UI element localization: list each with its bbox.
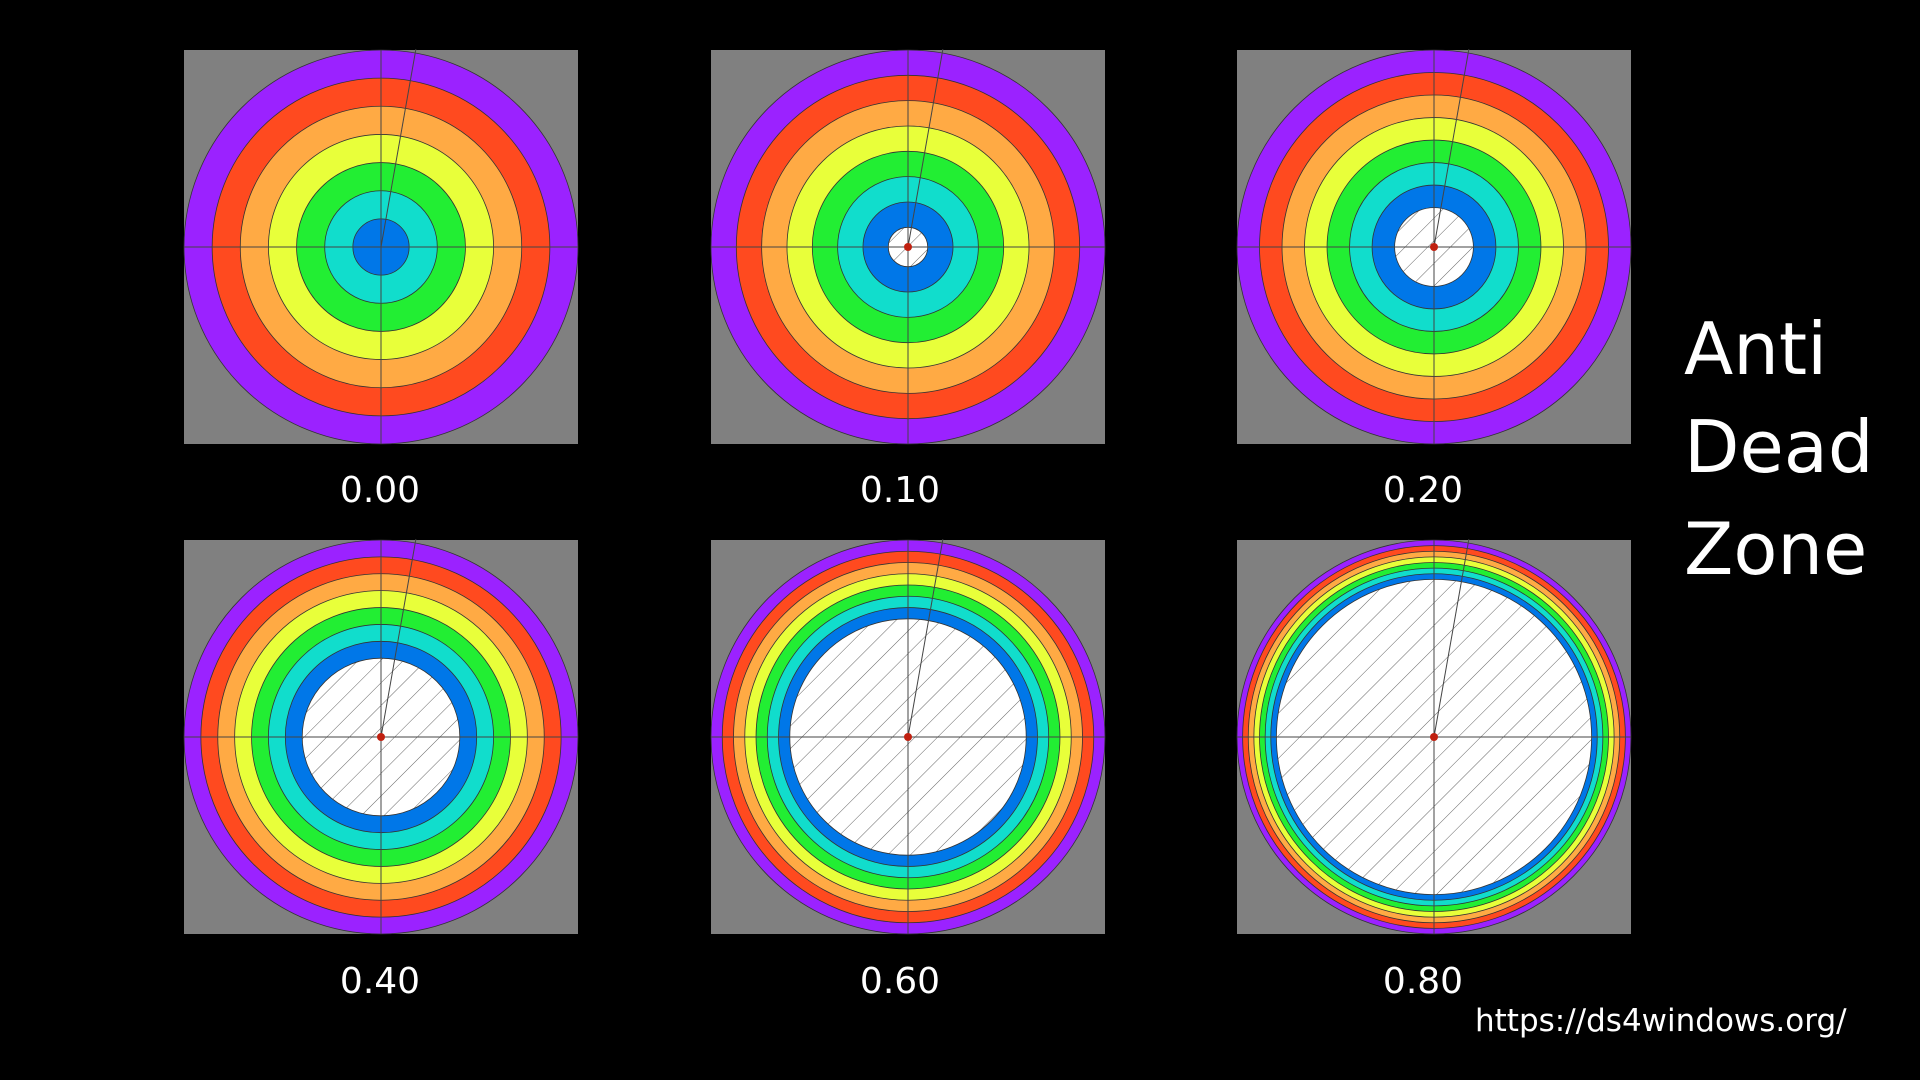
angle-line <box>1433 49 1470 248</box>
angle-line <box>380 49 417 248</box>
side-title: Anti <box>1684 307 1827 391</box>
url: https://ds4windows.org/ <box>1475 1003 1847 1039</box>
caption: 0.00 <box>340 470 420 511</box>
center-dot <box>904 243 912 251</box>
center-dot <box>1430 733 1438 741</box>
caption: 0.60 <box>860 961 940 1002</box>
side-title: Zone <box>1684 507 1867 591</box>
center-dot <box>377 733 385 741</box>
caption: 0.20 <box>1383 470 1463 511</box>
panel <box>710 49 1106 445</box>
angle-line <box>380 539 417 738</box>
angle-line <box>907 539 944 738</box>
angle-line <box>1433 539 1470 738</box>
panel <box>183 539 579 935</box>
side-title: Dead <box>1684 405 1874 489</box>
caption: 0.80 <box>1383 961 1463 1002</box>
panel <box>1236 539 1632 935</box>
panel <box>1236 49 1632 445</box>
center-dot <box>904 733 912 741</box>
caption: 0.40 <box>340 961 420 1002</box>
center-dot <box>1430 243 1438 251</box>
angle-line <box>907 49 944 248</box>
panel <box>183 49 579 445</box>
panel <box>710 539 1106 935</box>
caption: 0.10 <box>860 470 940 511</box>
